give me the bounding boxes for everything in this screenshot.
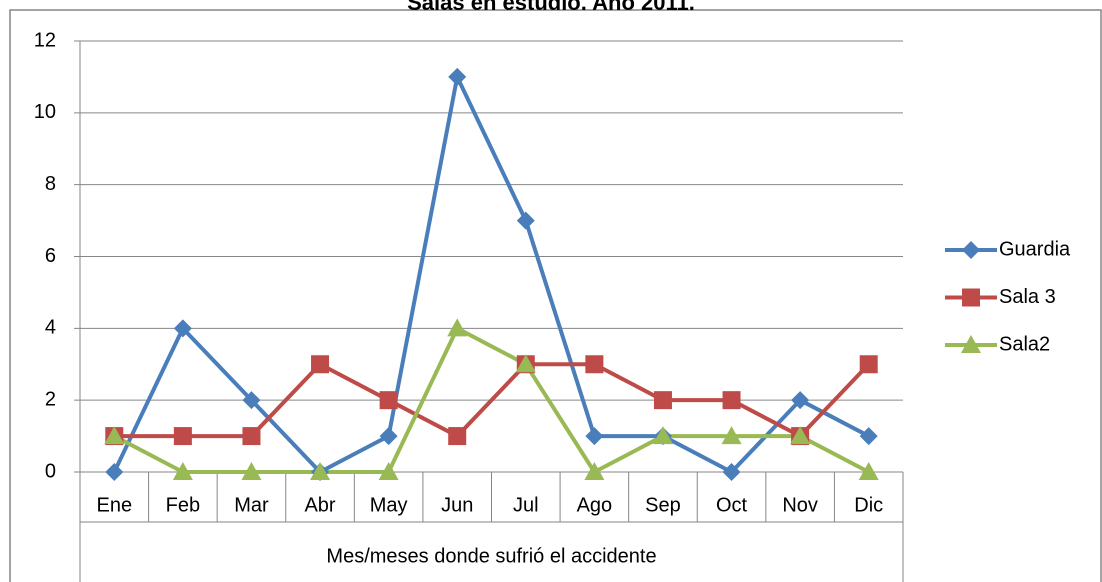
marker bbox=[790, 426, 811, 445]
x-tick-label: Sep bbox=[645, 494, 681, 516]
series-line bbox=[113, 326, 870, 474]
series-line bbox=[114, 362, 871, 439]
marker bbox=[584, 462, 605, 480]
y-tick-label: 0 bbox=[45, 460, 56, 482]
marker bbox=[791, 391, 810, 410]
x-tick-label: Jun bbox=[441, 494, 473, 516]
marker bbox=[448, 427, 467, 446]
series-line bbox=[112, 74, 870, 474]
x-tick-label: Abr bbox=[304, 494, 335, 516]
marker bbox=[515, 354, 536, 373]
marker bbox=[859, 355, 878, 374]
y-tick-label: 2 bbox=[45, 388, 56, 410]
marker bbox=[962, 288, 980, 307]
marker bbox=[105, 463, 124, 481]
marker bbox=[241, 462, 262, 480]
x-tick-label: Ene bbox=[96, 494, 132, 516]
marker bbox=[242, 391, 261, 410]
marker bbox=[173, 319, 192, 338]
y-tick-label: 12 bbox=[34, 29, 56, 51]
chart-title: Salas en estudio. Año 2011. bbox=[407, 0, 695, 15]
x-tick-label: Dic bbox=[854, 494, 883, 516]
x-tick-label: Feb bbox=[166, 494, 200, 516]
marker bbox=[104, 426, 125, 445]
legend-label: Sala2 bbox=[999, 333, 1050, 355]
marker bbox=[242, 427, 261, 446]
marker bbox=[447, 318, 468, 337]
marker bbox=[859, 427, 878, 446]
y-tick-label: 8 bbox=[45, 173, 56, 195]
marker bbox=[379, 427, 398, 446]
marker bbox=[722, 391, 741, 410]
marker bbox=[652, 426, 673, 445]
marker bbox=[172, 462, 193, 480]
marker bbox=[378, 462, 399, 480]
x-tick-label: Nov bbox=[782, 494, 818, 516]
legend-label: Sala 3 bbox=[999, 286, 1056, 308]
y-tick-label: 4 bbox=[45, 317, 56, 339]
y-tick-label: 6 bbox=[45, 245, 56, 267]
x-tick-label: Oct bbox=[716, 494, 748, 516]
y-tick-label: 10 bbox=[34, 101, 56, 123]
marker bbox=[448, 67, 467, 86]
x-tick-label: Mar bbox=[234, 494, 269, 516]
marker bbox=[379, 391, 398, 410]
marker bbox=[653, 391, 672, 410]
x-tick-label: Ago bbox=[577, 494, 613, 516]
marker bbox=[722, 463, 741, 481]
x-tick-label: May bbox=[370, 494, 408, 516]
legend-label: Guardia bbox=[999, 238, 1071, 260]
x-axis-title: Mes/meses donde sufrió el accidente bbox=[326, 545, 656, 567]
marker bbox=[173, 427, 192, 446]
marker bbox=[516, 211, 535, 230]
marker bbox=[310, 462, 331, 480]
marker bbox=[962, 241, 980, 259]
chart-border bbox=[9, 9, 1102, 582]
marker bbox=[311, 355, 330, 374]
marker bbox=[858, 462, 879, 480]
marker bbox=[721, 426, 742, 445]
x-tick-label: Jul bbox=[513, 494, 539, 516]
marker bbox=[961, 335, 981, 353]
marker bbox=[585, 355, 604, 374]
marker bbox=[585, 427, 604, 446]
